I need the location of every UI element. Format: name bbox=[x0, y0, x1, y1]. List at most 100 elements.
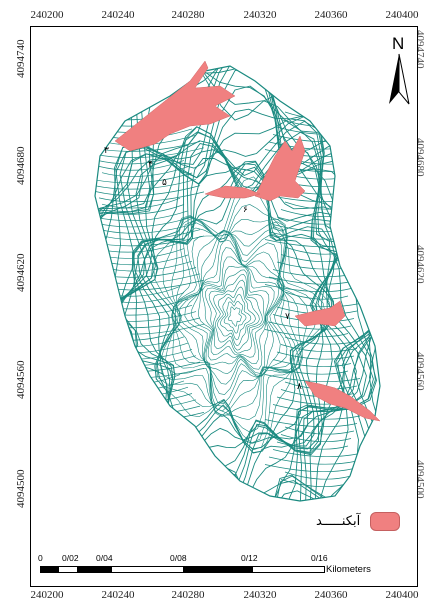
slope-line bbox=[276, 351, 355, 360]
x-coordinate-label: 240360 bbox=[314, 589, 348, 601]
legend-label: آبکنـــــد bbox=[316, 514, 361, 529]
contour-line bbox=[144, 166, 335, 454]
scale-label: 0/02 bbox=[62, 553, 79, 563]
slope-line bbox=[95, 424, 185, 436]
place-label: ۷ bbox=[285, 312, 290, 322]
contour-line bbox=[198, 256, 275, 370]
slope-line bbox=[95, 172, 193, 184]
slope-line bbox=[98, 443, 197, 455]
slope-line bbox=[95, 210, 189, 221]
slope-line bbox=[284, 426, 355, 435]
x-coordinate-label: 240200 bbox=[30, 9, 64, 21]
slope-line bbox=[284, 291, 349, 300]
slope-line bbox=[272, 404, 349, 413]
scale-label: 0 bbox=[38, 553, 43, 563]
place-label: ۸ bbox=[297, 382, 302, 392]
slope-line bbox=[95, 153, 181, 165]
slope-line bbox=[95, 462, 181, 473]
contour-line bbox=[223, 300, 247, 334]
slope-line bbox=[98, 160, 185, 171]
x-coordinate-label: 240240 bbox=[101, 589, 135, 601]
slope-line bbox=[95, 336, 185, 347]
slope-line bbox=[101, 481, 193, 492]
contour-line bbox=[171, 231, 299, 416]
slope-line bbox=[98, 317, 201, 329]
contour-line bbox=[191, 247, 280, 375]
contour-line bbox=[171, 229, 294, 412]
place-label: ۴ bbox=[148, 160, 153, 170]
gully-east bbox=[294, 300, 346, 327]
slope-line bbox=[272, 449, 361, 458]
slope-line bbox=[95, 178, 197, 190]
slope-line bbox=[280, 344, 358, 353]
slope-line bbox=[280, 299, 361, 308]
slope-line bbox=[98, 191, 205, 203]
x-coordinate-label: 240280 bbox=[171, 9, 205, 21]
contour-map bbox=[94, 60, 381, 502]
slope-line bbox=[268, 276, 355, 285]
slope-line bbox=[101, 229, 201, 240]
slope-line bbox=[95, 204, 185, 215]
slope-line bbox=[101, 260, 193, 272]
slope-line bbox=[95, 393, 193, 404]
slope-line bbox=[101, 418, 181, 429]
slope-line bbox=[95, 468, 185, 480]
map-legend: آبکنـــــد bbox=[316, 512, 401, 531]
x-coordinate-label: 240320 bbox=[243, 589, 277, 601]
legend-swatch bbox=[370, 512, 401, 531]
slope-line bbox=[98, 223, 197, 234]
contour-line bbox=[155, 204, 319, 444]
slope-line bbox=[272, 359, 352, 368]
slope-line bbox=[101, 386, 189, 398]
slope-line bbox=[95, 437, 193, 448]
x-coordinate-label: 240320 bbox=[243, 9, 277, 21]
gully-southeast bbox=[304, 380, 381, 422]
slope-line bbox=[95, 185, 201, 196]
slope-line bbox=[284, 471, 352, 480]
north-label: N bbox=[392, 34, 405, 53]
slope-line bbox=[268, 321, 352, 330]
contour-line bbox=[217, 286, 256, 347]
scale-unit: Kilometers bbox=[326, 564, 371, 575]
gully-north bbox=[114, 60, 236, 152]
map-frame bbox=[30, 26, 418, 587]
slope-line bbox=[101, 197, 181, 209]
slope-line bbox=[264, 329, 349, 338]
contour-line bbox=[204, 269, 265, 358]
slope-line bbox=[98, 475, 189, 486]
slope-line bbox=[95, 430, 189, 442]
slope-line bbox=[264, 374, 361, 383]
contour-line bbox=[208, 273, 263, 354]
slope-line bbox=[280, 479, 349, 488]
x-coordinate-label: 240360 bbox=[314, 9, 348, 21]
contour-line bbox=[95, 66, 380, 501]
place-label: ۶ bbox=[243, 205, 248, 215]
contour-line bbox=[220, 293, 252, 341]
slope-line bbox=[264, 419, 358, 428]
y-coordinate-label: 4094560 bbox=[15, 360, 27, 400]
gully-center bbox=[204, 185, 261, 199]
slope-line bbox=[268, 456, 358, 465]
gully-polygons bbox=[114, 60, 381, 422]
slope-line bbox=[268, 411, 361, 420]
slope-line bbox=[284, 336, 361, 345]
slope-line bbox=[95, 147, 205, 158]
y-coordinate-label: 4094680 bbox=[15, 146, 27, 186]
contour-line bbox=[202, 265, 270, 364]
slope-line bbox=[95, 405, 201, 417]
basin-boundary bbox=[94, 65, 381, 502]
slope-line bbox=[95, 456, 205, 467]
scale-label: 0/16 bbox=[311, 553, 328, 563]
slope-line bbox=[95, 267, 197, 278]
x-coordinate-label: 240280 bbox=[171, 589, 205, 601]
contour-line bbox=[184, 239, 283, 385]
contour-line bbox=[133, 160, 333, 453]
slope-line bbox=[264, 284, 352, 293]
contour-line bbox=[174, 230, 288, 405]
contour-line bbox=[227, 306, 242, 327]
north-arrow-icon bbox=[389, 53, 410, 105]
slope-line bbox=[276, 441, 349, 450]
slope-line bbox=[101, 166, 189, 177]
gully-northeast bbox=[254, 135, 306, 202]
slope-line bbox=[280, 434, 352, 443]
